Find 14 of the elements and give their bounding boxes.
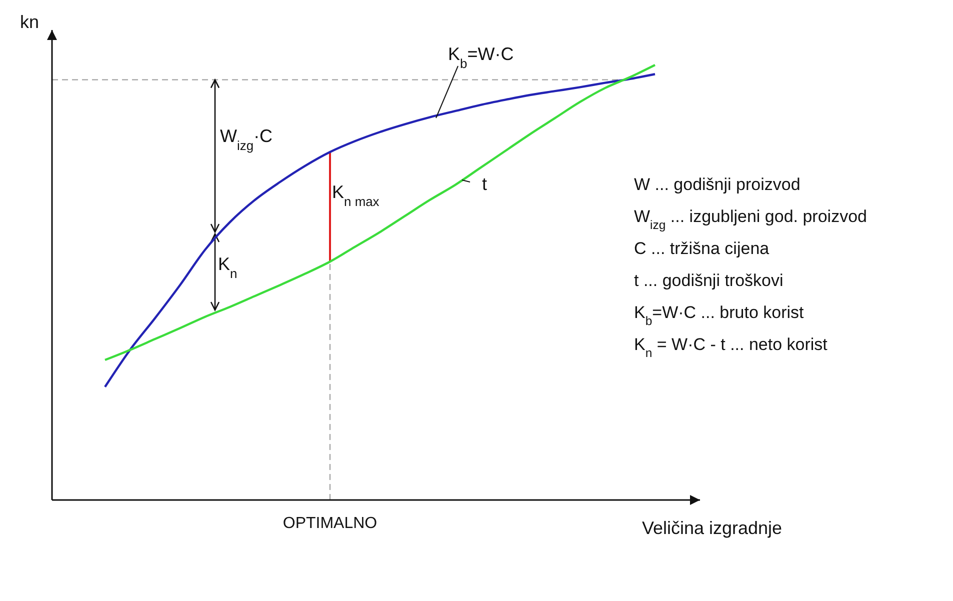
text: OPTIMALNO [282,515,378,532]
y-axis-title: kn [20,12,40,32]
annotation: W$_{izg}$·C [220,126,273,152]
series-label: t [482,174,488,194]
annotation: t ... godišnji troškovi [634,271,784,290]
annotation: W$_{izg}$ ... izgubljeni god. proizvod [634,207,867,232]
x-axis-title: Veličina izgradnje [642,518,782,538]
annotation: K$_{b}$=W·C ... bruto korist [634,303,804,328]
annotation: C ... tržišna cijena [634,239,770,258]
annotation: K$_{n max}$ [332,182,380,208]
series-label: K$_{b}$=W·C [448,44,514,70]
annotation: K$_{n}$ [218,254,238,280]
annotation: W ... godišnji proizvod [634,175,800,194]
annotation: K$_{n}$ = W·C - t ... neto korist [634,335,828,360]
